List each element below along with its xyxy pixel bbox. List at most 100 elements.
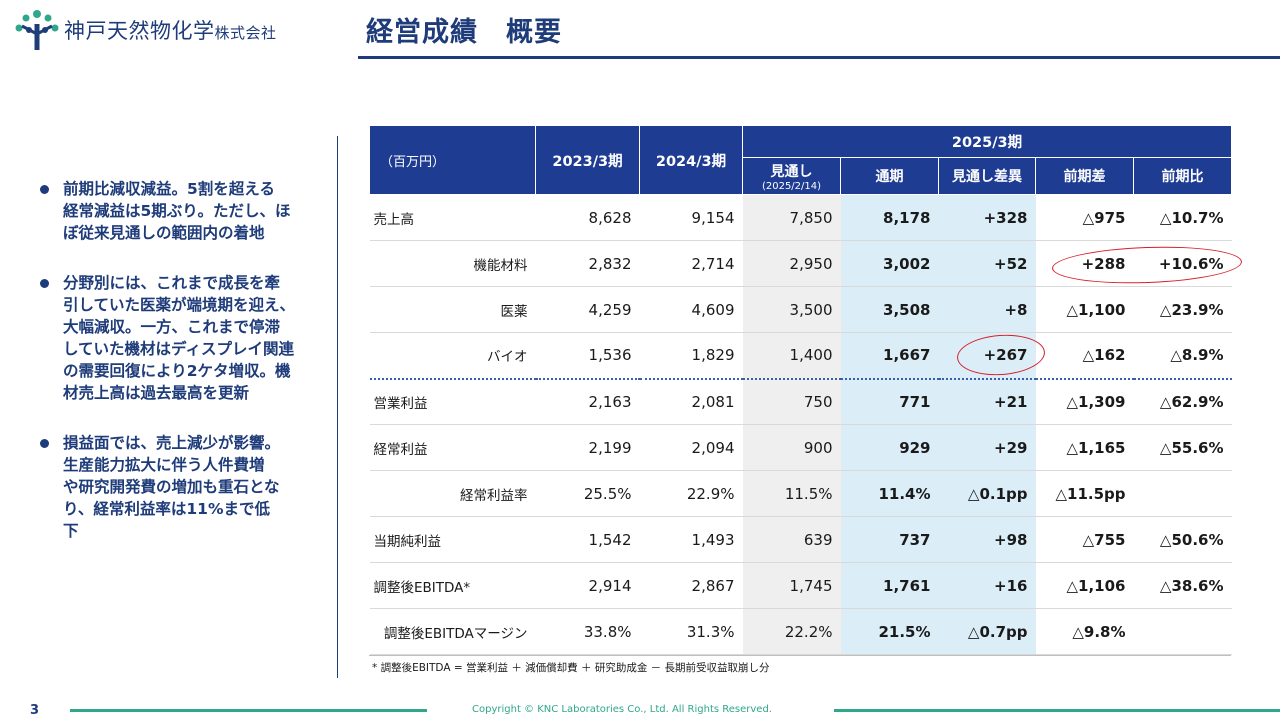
footnote: * 調整後EBITDA = 営業利益 ＋ 減価償却費 ＋ 研究助成金 － 長期前… bbox=[372, 662, 770, 674]
table-cell: △55.6% bbox=[1133, 424, 1232, 471]
table-cell: 900 bbox=[742, 424, 841, 471]
table-cell: △8.9% bbox=[1133, 332, 1232, 380]
table-row: バイオ 1,536 1,829 1,400 1,667 +267 △162 △8.9% bbox=[369, 332, 1232, 380]
row-label: 経常利益 bbox=[369, 424, 536, 471]
row-label: 当期純利益 bbox=[369, 516, 536, 563]
table-cell: 2,199 bbox=[535, 424, 640, 471]
row-label: 経常利益率 bbox=[369, 470, 536, 517]
table-cell: 1,745 bbox=[742, 562, 841, 609]
row-label: 調整後EBITDAマージン bbox=[369, 608, 536, 655]
table-cell: 929 bbox=[840, 424, 939, 471]
table-cell: △1,165 bbox=[1035, 424, 1134, 471]
table-cell: △62.9% bbox=[1133, 378, 1232, 425]
table-cell: 7,850 bbox=[742, 194, 841, 241]
table-row: 売上高 8,628 9,154 7,850 8,178 +328 △975 △10.7% bbox=[369, 194, 1232, 241]
table-cell: 1,400 bbox=[742, 332, 841, 380]
page-title: 経営成績 概要 bbox=[366, 17, 562, 48]
header-yoy-ratio: 前期比 bbox=[1133, 157, 1232, 195]
table-cell: +328 bbox=[938, 194, 1036, 241]
table-cell: △10.7% bbox=[1133, 194, 1232, 241]
table-cell: △1,309 bbox=[1035, 378, 1134, 425]
footer-line-right bbox=[834, 709, 1280, 712]
table-cell: △38.6% bbox=[1133, 562, 1232, 609]
bullet-dot-icon bbox=[40, 279, 49, 288]
row-label: 調整後EBITDA* bbox=[369, 562, 536, 609]
table-cell: +21 bbox=[938, 378, 1036, 425]
company-logo: 神戸天然物化学株式会社 bbox=[14, 8, 334, 52]
company-suffix: 株式会社 bbox=[214, 24, 277, 42]
header-2024: 2024/3期 bbox=[639, 125, 743, 195]
table-cell: 25.5% bbox=[535, 470, 640, 517]
table-cell: 2,163 bbox=[535, 378, 640, 425]
table-cell: 1,536 bbox=[535, 332, 640, 380]
table-row: 経常利益 2,199 2,094 900 929 +29 △1,165 △55.6% bbox=[369, 424, 1232, 471]
table-cell: 2,094 bbox=[639, 424, 743, 471]
table-cell: 2,714 bbox=[639, 240, 743, 287]
header-forecast-label: 見通し bbox=[770, 163, 813, 180]
table-cell: △0.7pp bbox=[938, 608, 1036, 655]
table-cell: +10.6% bbox=[1133, 240, 1232, 287]
table-cell: 639 bbox=[742, 516, 841, 563]
table-cell: 750 bbox=[742, 378, 841, 425]
table-cell: △162 bbox=[1035, 332, 1134, 380]
header-forecast-date: (2025/2/14) bbox=[761, 180, 822, 192]
table-cell: 771 bbox=[840, 378, 939, 425]
bullet-dot-icon bbox=[40, 185, 49, 194]
table-cell: △11.5pp bbox=[1035, 470, 1134, 517]
table-cell: 21.5% bbox=[840, 608, 939, 655]
row-label: 営業利益 bbox=[369, 378, 536, 425]
table-row: 機能材料 2,832 2,714 2,950 3,002 +52 +288 +10.6% bbox=[369, 240, 1232, 287]
row-label: 売上高 bbox=[369, 194, 536, 241]
header-full-year: 通期 bbox=[840, 157, 939, 195]
title-underline bbox=[358, 56, 1280, 59]
bullet-text: 分野別には、これまで成長を牽 引していた医薬が端境期を迎え、 大幅減収。一方、こ… bbox=[63, 274, 296, 402]
table-cell: +98 bbox=[938, 516, 1036, 563]
table-cell: 8,178 bbox=[840, 194, 939, 241]
company-name: 神戸天然物化学 bbox=[64, 19, 215, 43]
table-cell: +8 bbox=[938, 286, 1036, 333]
table-row: 調整後EBITDAマージン 33.8% 31.3% 22.2% 21.5% △0.7pp △… bbox=[369, 608, 1232, 655]
table-cell: +16 bbox=[938, 562, 1036, 609]
table-row: 医薬 4,259 4,609 3,500 3,508 +8 △1,100 △23.9% bbox=[369, 286, 1232, 333]
table-cell: 1,829 bbox=[639, 332, 743, 380]
table-cell: △23.9% bbox=[1133, 286, 1232, 333]
header-2025: 2025/3期 bbox=[742, 125, 1232, 158]
bullet-dot-icon bbox=[40, 439, 49, 448]
table-cell: △755 bbox=[1035, 516, 1134, 563]
table-cell: 737 bbox=[840, 516, 939, 563]
table-cell: 2,950 bbox=[742, 240, 841, 287]
header-yoy-diff: 前期差 bbox=[1035, 157, 1134, 195]
table-cell: △1,106 bbox=[1035, 562, 1134, 609]
row-label: バイオ bbox=[369, 332, 536, 380]
table-cell: △9.8% bbox=[1035, 608, 1134, 655]
table-cell: +52 bbox=[938, 240, 1036, 287]
logo-tree-icon bbox=[15, 10, 59, 50]
table-cell: 31.3% bbox=[639, 608, 743, 655]
header-2023: 2023/3期 bbox=[535, 125, 640, 195]
table-cell bbox=[1133, 608, 1232, 655]
table-cell: 2,867 bbox=[639, 562, 743, 609]
table-row: 調整後EBITDA* 2,914 2,867 1,745 1,761 +16 △1,106 △… bbox=[369, 562, 1232, 609]
table-cell: 1,761 bbox=[840, 562, 939, 609]
table-cell: 4,259 bbox=[535, 286, 640, 333]
table-cell: 9,154 bbox=[639, 194, 743, 241]
table-cell: 3,508 bbox=[840, 286, 939, 333]
vertical-divider bbox=[337, 136, 338, 678]
header-forecast: 見通し (2025/2/14) bbox=[742, 157, 841, 195]
financial-summary-table: （百万円） 2023/3期 2024/3期 2025/3期 見通し (2025/… bbox=[369, 125, 1232, 655]
table-cell: 1,542 bbox=[535, 516, 640, 563]
footer-line-left bbox=[70, 709, 427, 712]
table-cell: 22.2% bbox=[742, 608, 841, 655]
unit-header: （百万円） bbox=[369, 125, 536, 195]
row-label: 機能材料 bbox=[369, 240, 536, 287]
table-cell: 3,002 bbox=[840, 240, 939, 287]
table-cell: 1,493 bbox=[639, 516, 743, 563]
table-cell: 4,609 bbox=[639, 286, 743, 333]
table-row: 当期純利益 1,542 1,493 639 737 +98 △755 △50.6% bbox=[369, 516, 1232, 563]
table-body: 売上高 8,628 9,154 7,850 8,178 +328 △975 △10.7% 機能材… bbox=[369, 194, 1232, 655]
table-cell: 11.4% bbox=[840, 470, 939, 517]
header-forecast-diff: 見通し差異 bbox=[938, 157, 1036, 195]
bullet-item: 分野別には、これまで成長を牽 引していた医薬が端境期を迎え、 大幅減収。一方、こ… bbox=[40, 272, 325, 404]
bullet-item: 前期比減収減益。5割を超える 経常減益は5期ぶり。ただし、ほ ぼ従来見通しの範囲… bbox=[40, 178, 325, 244]
table-cell bbox=[1133, 470, 1232, 517]
